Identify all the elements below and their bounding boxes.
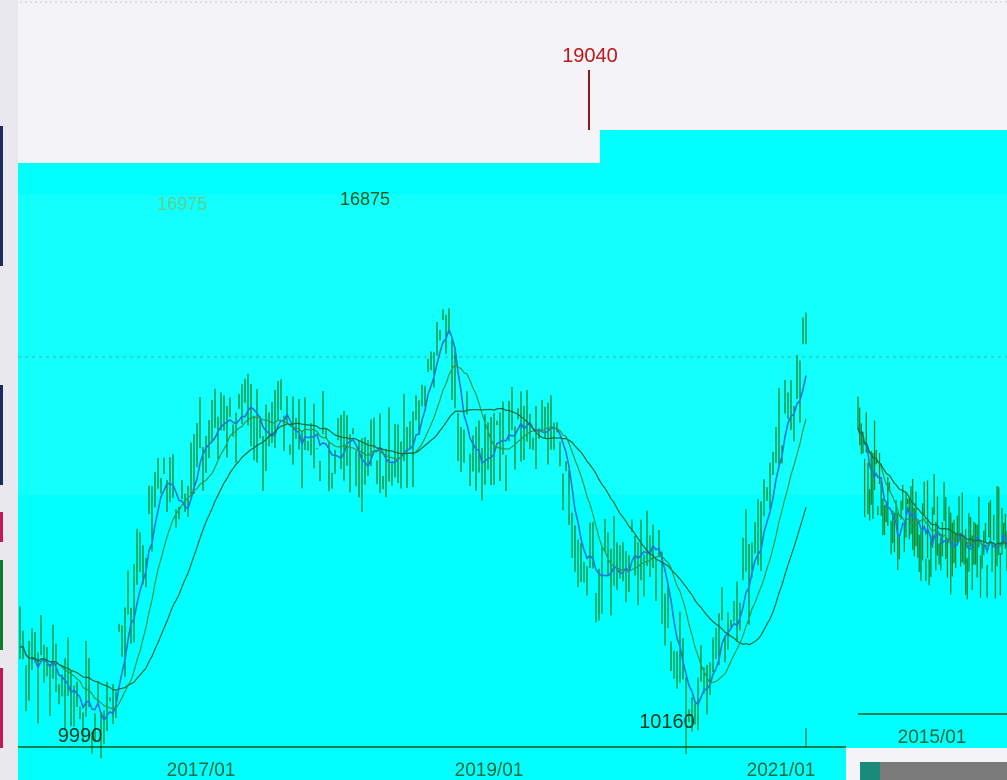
moving-average-line bbox=[19, 327, 807, 723]
peak-label: 16975 bbox=[157, 194, 207, 214]
left-edge-block-3 bbox=[0, 512, 3, 542]
moving-average-line bbox=[19, 364, 807, 709]
moving-average-line bbox=[857, 427, 1007, 547]
panel-band-upper bbox=[600, 130, 1007, 165]
moving-average-line bbox=[19, 408, 807, 691]
x-tick-label: 2017/01 bbox=[167, 760, 236, 780]
x-tick-label: 2019/01 bbox=[455, 760, 524, 780]
scrollbar-track[interactable] bbox=[860, 762, 1007, 780]
moving-average-line bbox=[857, 427, 1007, 555]
panel-band-mid bbox=[18, 195, 1007, 495]
left-edge-block-4 bbox=[0, 560, 3, 650]
low-label: 9990 bbox=[58, 725, 103, 747]
left-edge-block-1 bbox=[0, 126, 3, 266]
ma-lines-main bbox=[19, 327, 807, 723]
peak-label: 16875 bbox=[340, 189, 390, 209]
low-label: 10160 bbox=[639, 711, 695, 733]
x-tick-label-inset: 2015/01 bbox=[898, 727, 967, 748]
left-edge-block-2 bbox=[0, 385, 3, 485]
x-tick-label: 2021/01 bbox=[747, 760, 816, 780]
left-edge-block-5 bbox=[0, 668, 3, 748]
high-label: 19040 bbox=[562, 45, 618, 67]
left-frame bbox=[0, 0, 18, 780]
scrollbar-thumb[interactable] bbox=[860, 762, 880, 780]
ma-lines-inset bbox=[857, 427, 1007, 555]
moving-average-line bbox=[857, 427, 1007, 546]
